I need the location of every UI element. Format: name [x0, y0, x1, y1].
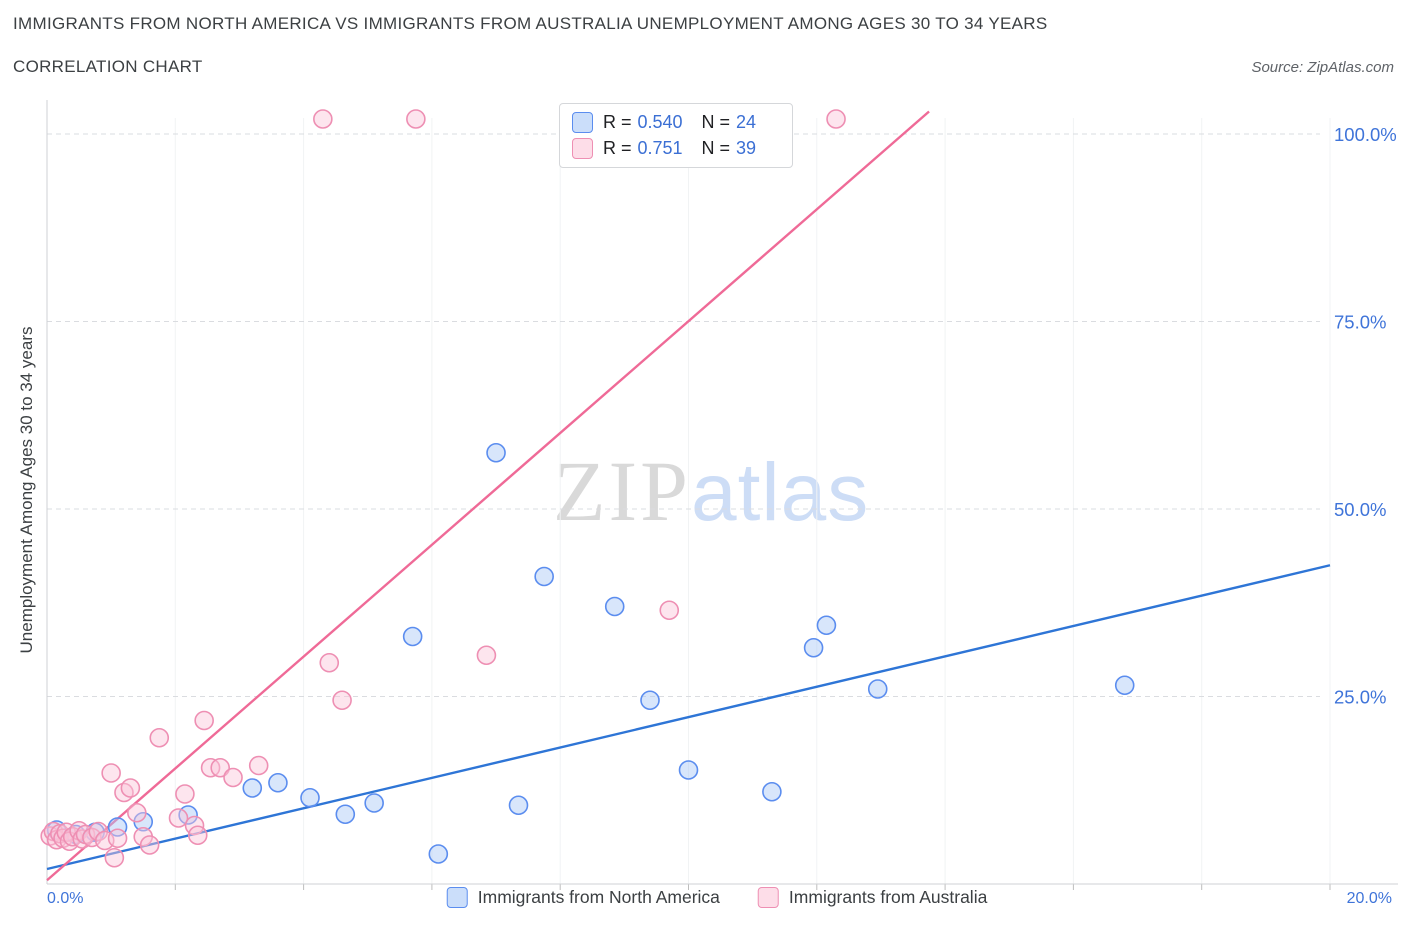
n-value-north-america: 24 [736, 112, 757, 132]
page-title: IMMIGRANTS FROM NORTH AMERICA VS IMMIGRA… [13, 14, 1048, 33]
r-value-north-america: 0.540 [637, 112, 683, 132]
scatter-point [1114, 675, 1135, 696]
scatter-point [319, 652, 340, 673]
scatter-point [678, 760, 699, 780]
scatter-point [508, 795, 529, 816]
y-tick-label: 25.0% [1334, 687, 1386, 708]
scatter-point [242, 778, 263, 798]
n-label: N = [701, 138, 731, 158]
watermark-zip: ZIP [553, 443, 691, 539]
legend-item-australia: Immigrants from Australia [757, 887, 988, 908]
scatter-point [248, 755, 269, 776]
legend-row-australia: R = 0.751 N = 39 [572, 138, 778, 159]
legend-row-north-america: R = 0.540 N = 24 [572, 112, 778, 133]
scatter-point [534, 566, 554, 587]
scatter-point [210, 757, 231, 778]
legend-swatch-australia [572, 138, 593, 159]
scatter-point [816, 615, 837, 636]
x-tick-label-max: 20.0% [1346, 890, 1392, 907]
scatter-point [168, 808, 189, 828]
correlation-stats-legend: R = 0.540 N = 24 R = 0.751 N = 39 [559, 103, 794, 168]
r-label: R = [603, 112, 632, 132]
scatter-point [223, 767, 243, 788]
y-tick-label: 75.0% [1334, 312, 1386, 333]
scatter-point [659, 600, 680, 621]
scatter-point [335, 804, 356, 825]
scatter-point [428, 844, 449, 864]
scatter-point [175, 784, 195, 804]
scatter-point [406, 109, 426, 129]
scatter-point [194, 710, 214, 731]
scatter-point [127, 802, 147, 823]
legend-swatch-north-america [446, 887, 468, 908]
scatter-point [402, 626, 423, 647]
scatter-point [604, 596, 625, 617]
legend-label-australia: Immigrants from Australia [788, 887, 988, 907]
trend-line [46, 564, 1331, 871]
scatter-point [300, 787, 320, 808]
y-tick-label: 50.0% [1334, 499, 1386, 520]
scatter-point [149, 727, 170, 748]
r-value-australia: 0.751 [637, 138, 683, 158]
y-tick-label: 100.0% [1334, 124, 1397, 145]
series-legend: Immigrants from North America Immigrants… [446, 887, 988, 908]
page-subtitle: CORRELATION CHART [13, 57, 203, 76]
scatter-point [826, 109, 846, 129]
watermark-atlas: atlas [691, 447, 870, 538]
scatter-point [313, 109, 333, 129]
scatter-point [762, 781, 782, 802]
scatter-point [187, 825, 208, 846]
scatter-point [803, 637, 824, 658]
scatter-point [486, 442, 506, 463]
scatter-point [476, 645, 497, 666]
scatter-point [867, 679, 888, 699]
scatter-point [640, 690, 660, 711]
scatter-point [332, 690, 352, 711]
legend-label-north-america: Immigrants from North America [477, 887, 720, 907]
scatter-point [101, 763, 121, 783]
r-label: R = [603, 138, 632, 158]
watermark: ZIPatlas [553, 441, 869, 541]
n-label: N = [701, 112, 731, 132]
trend-line [46, 110, 930, 882]
scatter-point [107, 817, 128, 837]
scatter-point [107, 828, 128, 849]
scatter-point [104, 847, 125, 868]
x-tick-label-min: 0.0% [47, 890, 84, 907]
legend-item-north-america: Immigrants from North America [446, 887, 720, 908]
scatter-point [139, 835, 160, 855]
legend-swatch-north-america [572, 112, 593, 133]
legend-swatch-australia [757, 887, 779, 908]
scatter-point [364, 793, 384, 813]
scatter-point [268, 772, 288, 793]
n-value-australia: 39 [736, 138, 757, 158]
scatter-point [120, 778, 141, 798]
source-attribution: Source: ZipAtlas.com [1251, 59, 1394, 76]
